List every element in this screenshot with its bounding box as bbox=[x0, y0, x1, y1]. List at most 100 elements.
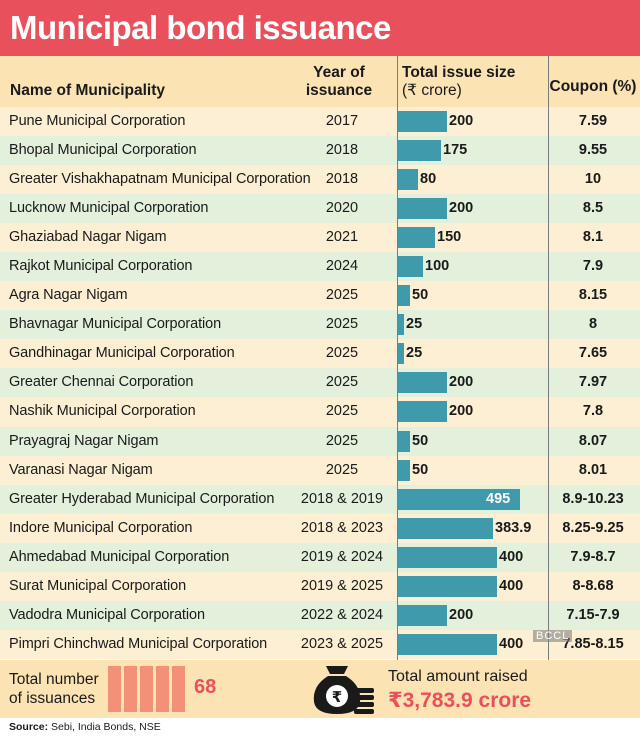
municipality-name: Bhopal Municipal Corporation bbox=[9, 142, 197, 159]
issue-size-bar bbox=[398, 604, 447, 626]
issuance-stripes-icon bbox=[108, 666, 188, 712]
issue-size-bar bbox=[398, 430, 410, 452]
coupon-value: 8-8.68 bbox=[572, 577, 614, 594]
coupon-value: 9.55 bbox=[578, 142, 608, 159]
divider-size bbox=[397, 56, 398, 660]
municipality-name: Pune Municipal Corporation bbox=[9, 113, 186, 129]
issue-size-bar bbox=[398, 314, 404, 336]
issuance-year: 2025 bbox=[325, 345, 359, 362]
municipality-name: Varanasi Nagar Nigam bbox=[9, 461, 153, 478]
table-row: Varanasi Nagar Nigam 2025 50 8.01 bbox=[0, 455, 640, 485]
issue-size-bar bbox=[398, 140, 441, 162]
issue-size-label: 175 bbox=[443, 142, 468, 159]
coupon-value: 7.15-7.9 bbox=[566, 606, 620, 623]
issue-size-label: 200 bbox=[449, 606, 474, 623]
coupon-value: 7.85-8.15 bbox=[562, 635, 624, 652]
issuance-year: 2025 bbox=[325, 403, 359, 420]
table-row: Ghaziabad Nagar Nigam 2021 150 8.1 bbox=[0, 223, 640, 253]
municipality-name: Indore Municipal Corporation bbox=[9, 519, 193, 536]
issue-size-label: 400 bbox=[499, 635, 524, 652]
issue-size-label: 25 bbox=[406, 316, 423, 333]
municipality-name: Agra Nagar Nigam bbox=[9, 287, 128, 304]
money-bag-icon: ₹ bbox=[313, 666, 374, 714]
municipality-name: Surat Municipal Corporation bbox=[9, 577, 187, 594]
issuance-year: 2019 & 2024 bbox=[300, 548, 384, 565]
table-row: Agra Nagar Nigam 2025 50 8.15 bbox=[0, 281, 640, 311]
coupon-value: 8.07 bbox=[578, 432, 608, 449]
issue-size-bar bbox=[398, 111, 447, 132]
issuance-year: 2018 bbox=[325, 142, 359, 159]
issue-size-label: 80 bbox=[420, 171, 437, 188]
issuance-year: 2018 & 2019 bbox=[300, 490, 384, 507]
table-row: Greater Vishakhapatnam Municipal Corpora… bbox=[0, 165, 640, 195]
issue-size-label: 150 bbox=[437, 229, 462, 246]
issue-size-label: 400 bbox=[499, 548, 524, 565]
coupon-value: 10 bbox=[584, 171, 602, 188]
coupon-value: 8.25-9.25 bbox=[562, 519, 624, 536]
issuance-year: 2022 & 2024 bbox=[300, 606, 384, 623]
total-amount-label: Total amount raised bbox=[388, 668, 528, 685]
coupon-value: 8.9-10.23 bbox=[562, 490, 624, 507]
municipality-name: Greater Vishakhapatnam Municipal Corpora… bbox=[9, 171, 311, 188]
municipality-name: Prayagraj Nagar Nigam bbox=[9, 432, 159, 449]
issue-size-label: 50 bbox=[412, 461, 429, 478]
coupon-value: 8.1 bbox=[582, 229, 604, 246]
issue-size-label: 25 bbox=[406, 345, 423, 362]
table-row: Rajkot Municipal Corporation 2024 100 7.9 bbox=[0, 252, 640, 282]
table-row: Surat Municipal Corporation 2019 & 2025 40… bbox=[0, 571, 640, 601]
municipality-name: Gandhinagar Municipal Corporation bbox=[9, 345, 235, 362]
header-name: Name of Municipality bbox=[10, 82, 166, 99]
header-year: Year of issuance bbox=[305, 64, 373, 99]
municipality-name: Pimpri Chinchwad Municipal Corporation bbox=[9, 635, 268, 652]
issue-size-label: 200 bbox=[449, 403, 474, 420]
issue-size-label: 50 bbox=[412, 287, 429, 304]
issue-size-bar bbox=[398, 169, 418, 191]
watermark: BCCL bbox=[533, 630, 573, 642]
table-row: Bhopal Municipal Corporation 2018 175 9.55 bbox=[0, 136, 640, 166]
coupon-value: 8.15 bbox=[578, 287, 608, 304]
table-row: Gandhinagar Municipal Corporation 2025 25 7… bbox=[0, 339, 640, 369]
issue-size-bar bbox=[398, 285, 410, 307]
issue-size-label: 200 bbox=[449, 374, 474, 391]
totals-footer: Total number of issuances 68 ₹ Total amou… bbox=[0, 660, 640, 718]
table-row: Bhavnagar Municipal Corporation 2025 25 8 bbox=[0, 310, 640, 340]
table-row: Prayagraj Nagar Nigam 2025 50 8.07 bbox=[0, 426, 640, 456]
table-row: Nashik Municipal Corporation 2025 200 7.8 bbox=[0, 397, 640, 427]
coupon-value: 8 bbox=[588, 316, 598, 333]
table-row: Pune Municipal Corporation 2017 200 7.59 bbox=[0, 107, 640, 137]
source-note: Source: Sebi, India Bonds, NSE bbox=[9, 721, 161, 733]
municipality-name: Bhavnagar Municipal Corporation bbox=[9, 316, 222, 333]
issue-size-label: 200 bbox=[449, 200, 474, 217]
divider-coupon bbox=[548, 56, 549, 660]
municipality-name: Ahmedabad Municipal Corporation bbox=[9, 548, 230, 565]
municipality-name: Greater Chennai Corporation bbox=[9, 374, 194, 391]
issuance-year: 2025 bbox=[325, 374, 359, 391]
coupon-value: 7.97 bbox=[578, 374, 608, 391]
chart-title: Municipal bond issuance bbox=[10, 9, 391, 46]
issue-size-bar bbox=[398, 517, 493, 539]
issue-size-bar bbox=[398, 227, 435, 249]
table-row: Pimpri Chinchwad Municipal Corporation 20… bbox=[0, 629, 640, 659]
issue-size-bar bbox=[398, 546, 497, 568]
issue-size-label: 495 bbox=[486, 490, 511, 507]
issuance-year: 2023 & 2025 bbox=[300, 635, 384, 652]
municipality-name: Lucknow Municipal Corporation bbox=[9, 200, 209, 217]
municipality-name: Rajkot Municipal Corporation bbox=[9, 258, 193, 275]
coupon-value: 7.8 bbox=[582, 403, 604, 420]
table-row: Greater Chennai Corporation 2025 200 7.97 bbox=[0, 368, 640, 398]
issue-size-bar bbox=[398, 198, 447, 220]
issue-size-label: 400 bbox=[499, 577, 524, 594]
issue-size-bar bbox=[398, 575, 497, 597]
municipality-name: Nashik Municipal Corporation bbox=[9, 403, 196, 420]
issue-size-bar bbox=[398, 372, 447, 394]
coupon-value: 7.65 bbox=[578, 345, 608, 362]
issue-size-label: 50 bbox=[412, 432, 429, 449]
title-bar: Municipal bond issuance bbox=[0, 0, 640, 56]
coupon-value: 7.9-8.7 bbox=[570, 548, 616, 565]
table-row: Ahmedabad Municipal Corporation 2019 & 20… bbox=[0, 542, 640, 572]
issuance-year: 2025 bbox=[325, 432, 359, 449]
issuance-year: 2019 & 2025 bbox=[300, 577, 384, 594]
issue-size-bar bbox=[398, 256, 423, 278]
table-row: Indore Municipal Corporation 2018 & 2023 3… bbox=[0, 513, 640, 543]
table-header: Name of Municipality Year of issuance Tot… bbox=[0, 56, 640, 107]
